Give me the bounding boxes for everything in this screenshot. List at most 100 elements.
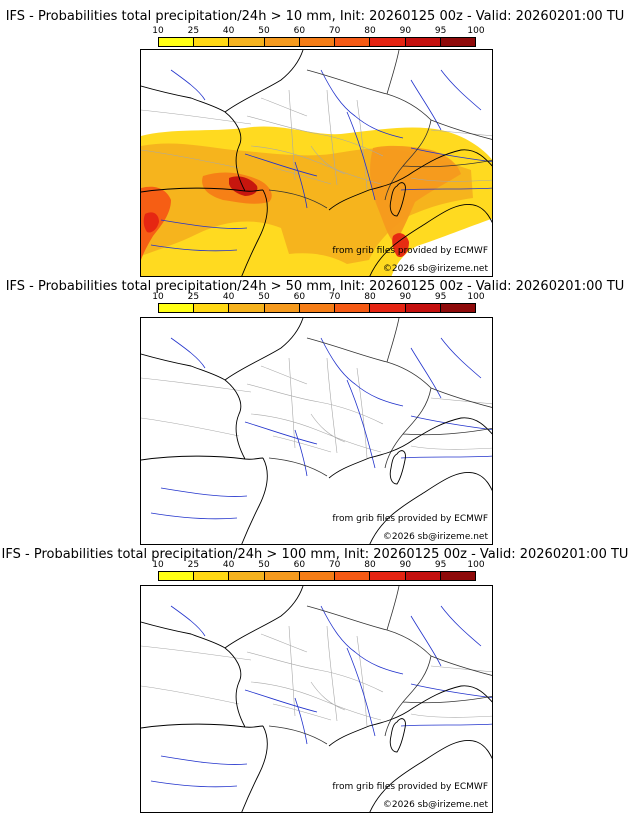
copyright-credit: ©2026 sb@irizeme.net: [382, 264, 488, 274]
colorbar-segment: [405, 572, 441, 580]
rivers: [150, 605, 492, 788]
colorbar-tick-label: 90: [399, 292, 412, 302]
colorbar-segment: [370, 304, 406, 312]
colorbar-tick-label: 100: [467, 26, 485, 36]
source-credit: from grib files provided by ECMWF: [332, 246, 488, 256]
copyright-credit: ©2026 sb@irizeme.net: [382, 532, 488, 542]
colorbar-segment: [264, 38, 300, 46]
precip-map-10mm: from grib files provided by ECMWF ©2026 …: [140, 49, 493, 277]
source-credit: from grib files provided by ECMWF: [332, 514, 488, 524]
region-boundaries: [141, 89, 492, 191]
colorbar-tick-label: 25: [187, 26, 200, 36]
colorbar-segment: [299, 572, 336, 580]
panel-1-title: IFS - Probabilities total precipitation/…: [5, 9, 625, 24]
colorbar-ticks: 10 25 40 50 60 70 80 90 95 100: [152, 26, 484, 37]
colorbar-tick-label: 60: [293, 560, 306, 570]
colorbar-bar: [158, 37, 476, 47]
colorbar-segment: [299, 304, 336, 312]
colorbar-tick-label: 95: [434, 560, 447, 570]
colorbar-tick-label: 50: [258, 292, 270, 302]
colorbar-bar: [158, 303, 476, 313]
panel-3-title: IFS - Probabilities total precipitation/…: [1, 547, 629, 562]
corsica-coastline: [389, 450, 406, 485]
precip-probability-area: [143, 212, 159, 233]
colorbar-tick-label: 80: [364, 560, 376, 570]
colorbar-segment: [335, 38, 371, 46]
colorbar: 10 25 40 50 60 70 80 90 95 100: [152, 292, 485, 313]
corsica-coastline: [389, 718, 406, 753]
map-canvas: [141, 318, 492, 544]
colorbar-segment: [370, 38, 406, 46]
rivers: [150, 337, 492, 520]
colorbar-segment: [440, 304, 475, 312]
region-boundaries: [141, 625, 492, 727]
colorbar-segment: [370, 572, 406, 580]
colorbar-ticks: 10 25 40 50 60 70 80 90 95 100: [152, 560, 484, 571]
coastline: [141, 50, 492, 276]
panel-2-title: IFS - Probabilities total precipitation/…: [5, 279, 625, 294]
colorbar-tick-label: 90: [399, 560, 412, 570]
precip-probability-area: [370, 145, 461, 244]
colorbar-segment: [440, 38, 475, 46]
precip-map-100mm: from grib files provided by ECMWF ©2026 …: [140, 585, 493, 813]
colorbar-tick-label: 80: [364, 292, 376, 302]
colorbar-segment: [159, 38, 195, 46]
colorbar-ticks: 10 25 40 50 60 70 80 90 95 100: [152, 292, 484, 303]
country-borders: [268, 50, 492, 209]
colorbar-segment: [299, 38, 336, 46]
colorbar-segment: [335, 304, 371, 312]
colorbar-tick-label: 10: [152, 292, 164, 302]
colorbar-tick-label: 60: [293, 26, 306, 36]
colorbar-segment: [264, 304, 300, 312]
colorbar-segment: [405, 304, 441, 312]
colorbar: 10 25 40 50 60 70 80 90 95 100: [152, 560, 485, 581]
colorbar-tick-label: 70: [328, 292, 341, 302]
colorbar-segment: [229, 572, 265, 580]
country-borders: [268, 318, 492, 477]
corsica-coastline: [389, 182, 406, 217]
colorbar-tick-label: 40: [222, 292, 235, 302]
colorbar-tick-label: 95: [434, 292, 447, 302]
colorbar-tick-label: 90: [399, 26, 412, 36]
colorbar-tick-label: 10: [152, 26, 164, 36]
colorbar-segment: [229, 38, 265, 46]
colorbar-bar: [158, 571, 476, 581]
colorbar-tick-label: 40: [222, 26, 235, 36]
map-background: [141, 586, 492, 812]
colorbar-tick-label: 95: [434, 26, 447, 36]
colorbar-tick-label: 70: [328, 26, 341, 36]
colorbar-tick-label: 40: [222, 560, 235, 570]
rivers: [150, 69, 492, 252]
country-borders: [268, 586, 492, 745]
colorbar-segment: [264, 572, 300, 580]
colorbar-segment: [335, 572, 371, 580]
precip-probability-area: [392, 233, 409, 258]
copyright-credit: ©2026 sb@irizeme.net: [382, 800, 488, 810]
colorbar-tick-label: 25: [187, 560, 200, 570]
colorbar-segment: [229, 304, 265, 312]
colorbar-segment: [159, 304, 195, 312]
colorbar-segment: [194, 304, 230, 312]
source-credit: from grib files provided by ECMWF: [332, 782, 488, 792]
map-canvas: [141, 586, 492, 812]
colorbar-segment: [159, 572, 195, 580]
colorbar-tick-label: 70: [328, 560, 341, 570]
precip-map-50mm: from grib files provided by ECMWF ©2026 …: [140, 317, 493, 545]
colorbar-segment: [194, 572, 230, 580]
colorbar-tick-label: 60: [293, 292, 306, 302]
colorbar-tick-label: 50: [258, 26, 270, 36]
colorbar-tick-label: 25: [187, 292, 200, 302]
colorbar-tick-label: 80: [364, 26, 376, 36]
coastline: [141, 318, 492, 544]
map-canvas: [141, 50, 492, 276]
colorbar-tick-label: 100: [467, 292, 485, 302]
colorbar: 10 25 40 50 60 70 80 90 95 100: [152, 26, 485, 47]
coastline: [141, 586, 492, 812]
colorbar-segment: [440, 572, 475, 580]
colorbar-tick-label: 50: [258, 560, 270, 570]
region-boundaries: [141, 357, 492, 459]
colorbar-tick-label: 10: [152, 560, 164, 570]
colorbar-tick-label: 100: [467, 560, 485, 570]
map-background: [141, 318, 492, 544]
colorbar-segment: [405, 38, 441, 46]
